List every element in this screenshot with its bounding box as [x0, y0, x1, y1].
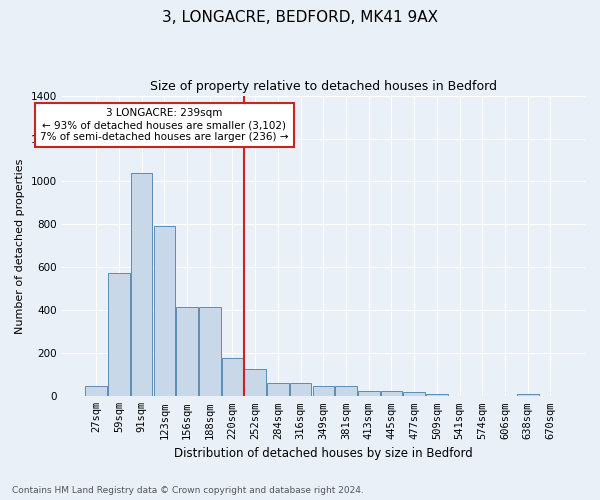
Bar: [403, 392, 425, 396]
Bar: [358, 391, 380, 396]
Bar: [222, 358, 243, 397]
Y-axis label: Number of detached properties: Number of detached properties: [15, 158, 25, 334]
Text: 3, LONGACRE, BEDFORD, MK41 9AX: 3, LONGACRE, BEDFORD, MK41 9AX: [162, 10, 438, 25]
Bar: [244, 369, 266, 396]
Bar: [199, 306, 221, 396]
Bar: [85, 386, 107, 396]
Bar: [267, 384, 289, 396]
Title: Size of property relative to detached houses in Bedford: Size of property relative to detached ho…: [150, 80, 497, 93]
Bar: [290, 384, 311, 396]
Bar: [380, 391, 402, 396]
Bar: [176, 307, 198, 396]
Bar: [517, 394, 539, 396]
Bar: [154, 226, 175, 396]
Bar: [313, 386, 334, 396]
X-axis label: Distribution of detached houses by size in Bedford: Distribution of detached houses by size …: [174, 447, 473, 460]
Bar: [335, 386, 357, 396]
Bar: [108, 273, 130, 396]
Bar: [131, 173, 152, 396]
Bar: [426, 394, 448, 396]
Text: 3 LONGACRE: 239sqm
← 93% of detached houses are smaller (3,102)
7% of semi-detac: 3 LONGACRE: 239sqm ← 93% of detached hou…: [40, 108, 289, 142]
Text: Contains HM Land Registry data © Crown copyright and database right 2024.: Contains HM Land Registry data © Crown c…: [12, 486, 364, 495]
